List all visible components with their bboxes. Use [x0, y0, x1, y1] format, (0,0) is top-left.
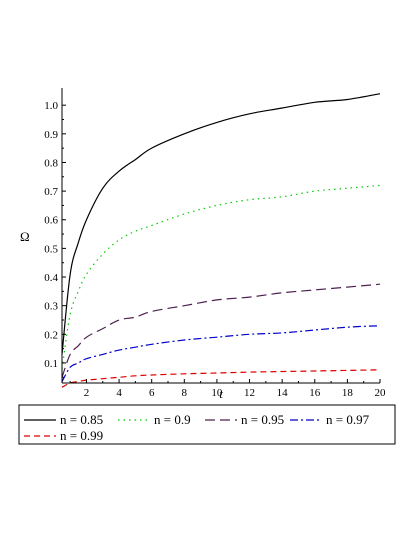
y-tick-label: 0.5: [44, 243, 58, 255]
series-line-4: [61, 325, 381, 382]
axes: 2 4 6 8 10 12 14 16 18 20 0.1 0.2 0.3 0.4 0.5 0.6 0.7 0.8…: [44, 88, 386, 399]
y-tick-label: 0.7: [44, 186, 58, 198]
series-line-1: [61, 93, 381, 355]
y-tick-label: 0.9: [44, 129, 58, 141]
legend-label-3: n = 0.95: [241, 412, 284, 427]
legend-box: [18, 404, 396, 445]
legend-label-4: n = 0.97: [326, 412, 370, 427]
y-tick-label: 0.2: [44, 329, 58, 341]
x-tick-label: 10: [211, 387, 223, 399]
series-line-3: [61, 283, 381, 378]
x-tick-label: 6: [149, 387, 155, 399]
legend: n = 0.85 n = 0.9 n = 0.95 n = 0.97 n = 0.99: [18, 404, 396, 445]
legend-label-1: n = 0.85: [60, 412, 103, 427]
legend-label-2: n = 0.9: [154, 412, 191, 427]
x-tick-label: 2: [84, 387, 90, 399]
y-tick-label: 0.4: [44, 272, 58, 284]
series-line-2: [61, 184, 381, 369]
x-tick-label: 8: [182, 387, 188, 399]
y-tick-label: 0.8: [44, 157, 58, 169]
series-layer: [61, 93, 381, 388]
x-axis-label: t: [219, 386, 223, 401]
series-line-5: [61, 369, 381, 388]
x-tick-label: 12: [244, 387, 255, 399]
x-tick-label: 14: [277, 387, 289, 399]
x-tick-label: 20: [375, 387, 387, 399]
legend-label-5: n = 0.99: [60, 428, 103, 443]
y-tick-label: 0.3: [44, 301, 58, 313]
x-tick-label: 16: [309, 387, 321, 399]
y-tick-label: 1.0: [44, 100, 58, 112]
y-axis-label: Ω: [20, 229, 30, 244]
x-tick-label: 4: [116, 387, 122, 399]
y-tick-label: 0.6: [44, 215, 58, 227]
x-tick-label: 18: [342, 387, 354, 399]
y-tick-label: 0.1: [44, 358, 58, 370]
